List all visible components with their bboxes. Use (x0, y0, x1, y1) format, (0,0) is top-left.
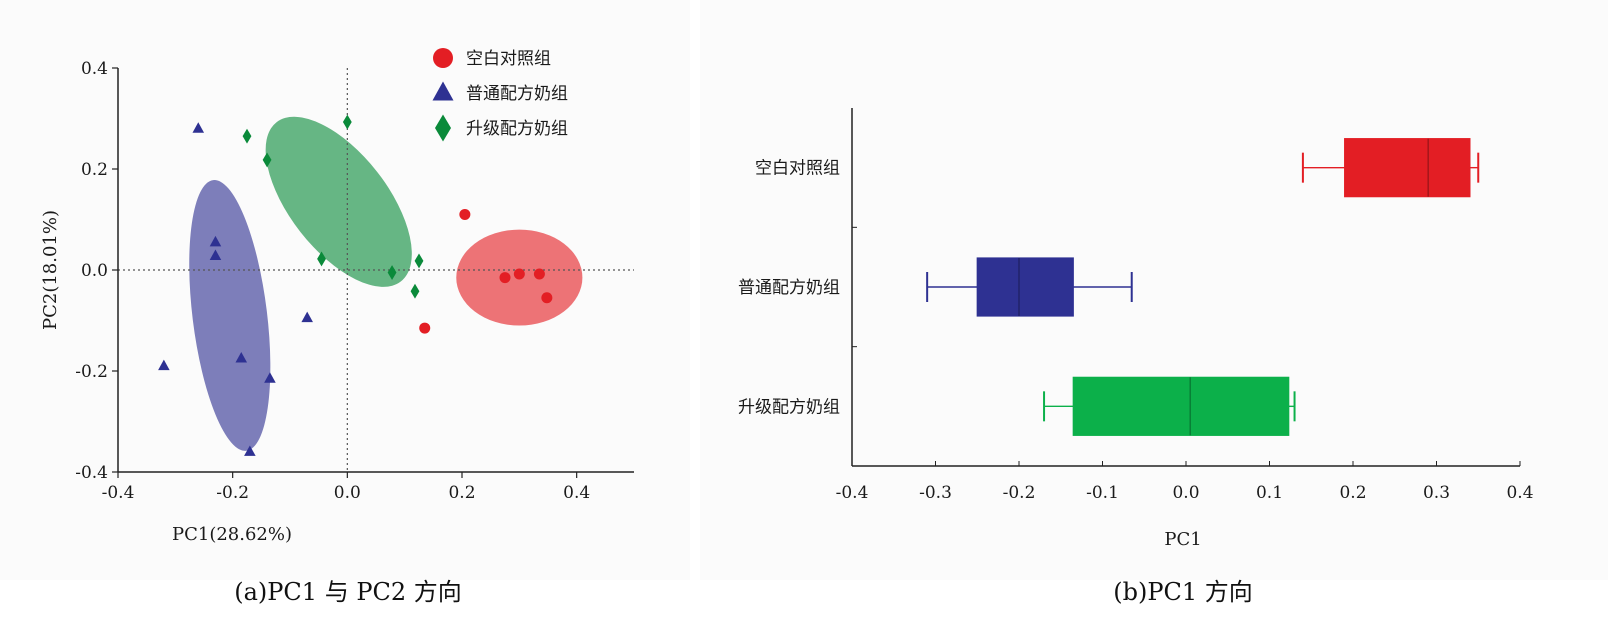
y-tick-label: 0.0 (81, 261, 108, 281)
legend-marker-3 (435, 114, 451, 142)
confidence-ellipse-2 (189, 180, 271, 451)
data-point-series-3 (342, 114, 352, 130)
confidence-ellipse-3 (265, 116, 412, 287)
legend-label-2: 普通配方奶组 (466, 84, 568, 104)
legend-label-1: 空白对照组 (466, 49, 551, 69)
legend-marker-1 (433, 48, 453, 68)
scatter-axes: -0.4 -0.2 0.0 0.2 0.4 -0.4 -0.2 0.0 0.2 0.4 (75, 59, 634, 503)
y-tick-label: -0.4 (75, 463, 108, 483)
data-point-series-2 (264, 372, 276, 383)
data-point-series-3 (262, 152, 272, 168)
legend-label-3: 升级配方奶组 (466, 119, 568, 139)
scatter-y-axis-title: PC2(18.01%) (40, 210, 61, 330)
data-point-series-3 (410, 283, 420, 299)
data-point-series-2 (235, 352, 248, 363)
x-tick-label: -0.2 (216, 483, 249, 503)
category-label-3: 升级配方奶组 (738, 397, 840, 417)
box-1 (1301, 138, 1480, 198)
data-point-series-2 (244, 445, 256, 456)
x-tick-label: -0.4 (836, 483, 869, 503)
pc1-boxplot-panel: -0.4 -0.3 -0.2 -0.1 0.0 0.1 0.2 0.3 0.4 空白对照组普通配方… (738, 108, 1534, 550)
legend-marker-2 (432, 81, 454, 101)
data-point-series-1 (513, 268, 525, 280)
data-point-series-3 (387, 265, 397, 280)
x-tick-label: 0.2 (1339, 483, 1366, 503)
x-tick-label: 0.0 (1172, 483, 1199, 503)
interquartile-box (1072, 376, 1290, 436)
data-point-series-1 (541, 292, 553, 304)
data-point-series-1 (419, 322, 431, 334)
data-point-series-3 (414, 253, 424, 269)
scatter-x-axis-title: PC1(28.62%) (172, 524, 292, 545)
x-tick-label: -0.4 (102, 483, 135, 503)
reference-lines (118, 68, 634, 472)
x-tick-label: -0.2 (1003, 483, 1036, 503)
data-point-series-2 (158, 359, 170, 371)
x-tick-label: 0.3 (1423, 483, 1450, 503)
boxplot-boxes (926, 138, 1480, 436)
data-point-series-1 (459, 208, 471, 220)
y-tick-label: -0.2 (75, 362, 108, 382)
data-point-series-3 (242, 128, 252, 144)
category-label-2: 普通配方奶组 (738, 278, 840, 298)
x-tick-label: -0.3 (919, 483, 952, 503)
y-tick-label: 0.2 (81, 160, 108, 180)
x-tick-label: 0.4 (563, 483, 590, 503)
x-tick-label: 0.1 (1256, 483, 1283, 503)
caption-panel-a: (a)PC1 与 PC2 方向 (234, 578, 461, 606)
x-tick-label: -0.1 (1086, 483, 1119, 503)
data-point-series-2 (209, 235, 222, 247)
x-tick-label: 0.0 (334, 483, 361, 503)
y-tick-label: 0.4 (81, 59, 108, 79)
interquartile-box (976, 257, 1074, 317)
boxplot-axes: -0.4 -0.3 -0.2 -0.1 0.0 0.1 0.2 0.3 0.4 空白对照组普通配方… (738, 108, 1534, 503)
caption-panel-b: (b)PC1 方向 (1113, 578, 1253, 606)
data-point-series-1 (499, 272, 511, 284)
box-2 (926, 257, 1133, 317)
boxplot-x-axis-title: PC1 (1164, 529, 1201, 550)
data-point-series-2 (301, 311, 313, 323)
interquartile-box (1344, 138, 1471, 198)
box-3 (1043, 376, 1296, 436)
scatter-points (158, 114, 553, 456)
category-label-1: 空白对照组 (755, 159, 840, 179)
x-tick-label: 0.4 (1506, 483, 1533, 503)
x-tick-label: 0.2 (448, 483, 475, 503)
pca-scatter-panel: -0.4 -0.2 0.0 0.2 0.4 -0.4 -0.2 0.0 0.2 0.4 空白对照组… (40, 48, 634, 545)
data-point-series-3 (317, 251, 326, 267)
data-point-series-2 (209, 249, 222, 260)
data-point-series-1 (533, 268, 545, 280)
data-point-series-2 (192, 122, 205, 133)
